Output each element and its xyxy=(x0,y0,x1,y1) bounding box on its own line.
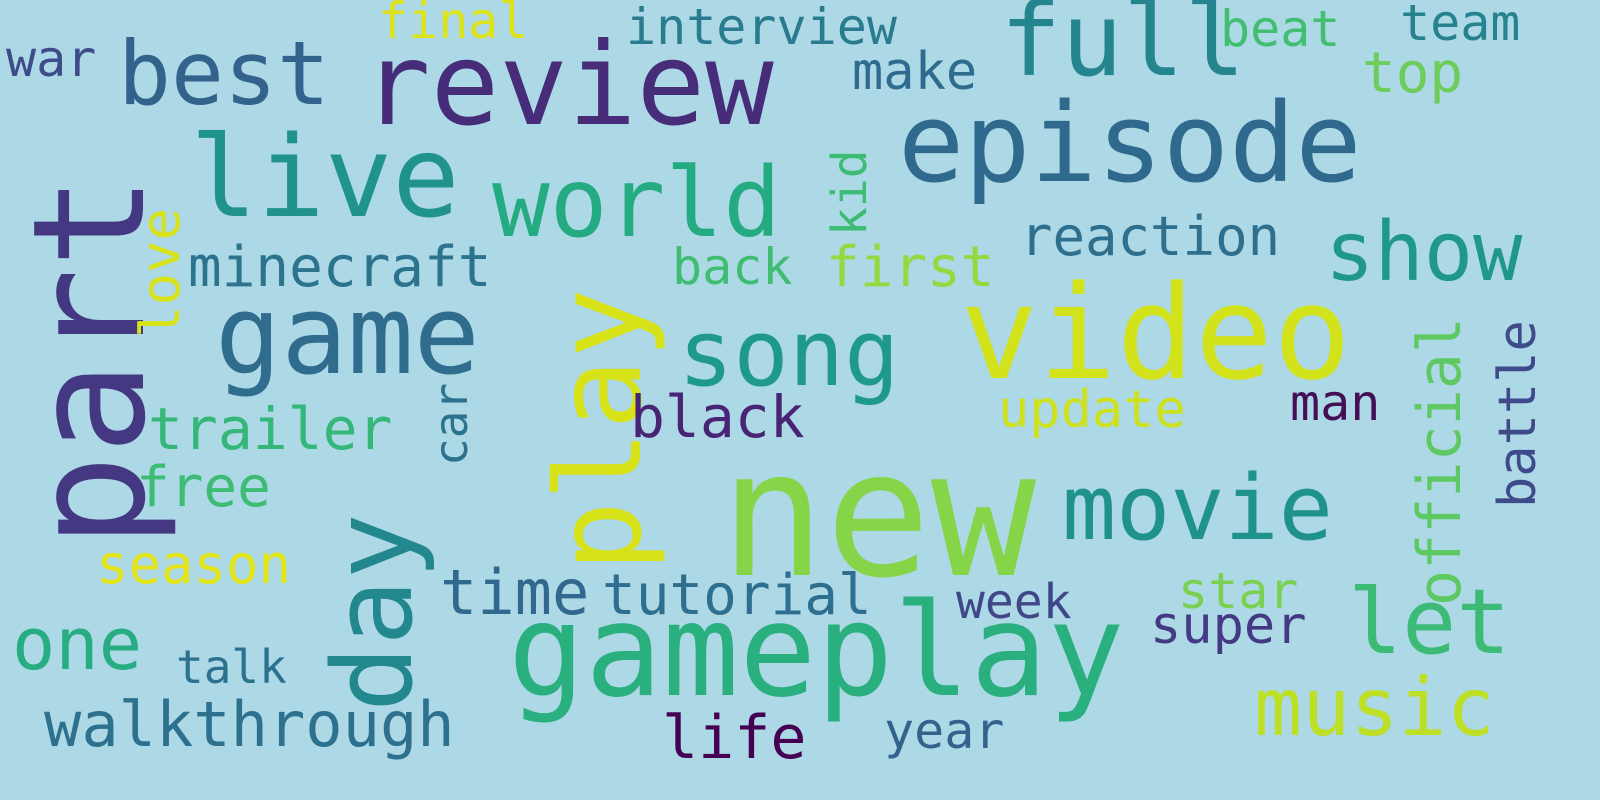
word-black: black xyxy=(630,383,805,451)
word-gameplay: gameplay xyxy=(508,577,1125,726)
word-music: music xyxy=(1254,661,1495,754)
word-song: song xyxy=(678,300,900,407)
word-interview: interview xyxy=(626,0,897,56)
word-man: man xyxy=(1290,374,1381,432)
word-top: top xyxy=(1362,41,1464,106)
word-year: year xyxy=(884,702,1005,760)
word-battle: battle xyxy=(1488,320,1548,508)
word-tutorial: tutorial xyxy=(602,563,872,628)
word-talk: talk xyxy=(176,640,287,694)
word-back: back xyxy=(672,238,793,296)
word-make: make xyxy=(852,42,978,102)
word-super: super xyxy=(1150,596,1307,656)
word-review: review xyxy=(362,18,774,151)
word-movie: movie xyxy=(1062,456,1333,561)
word-update: update xyxy=(998,380,1186,440)
word-war: war xyxy=(6,30,97,88)
word-love: love xyxy=(129,207,192,338)
word-week: week xyxy=(956,574,1072,630)
word-video: video xyxy=(960,257,1352,409)
word-kid: kid xyxy=(822,149,878,236)
word-trailer: trailer xyxy=(148,395,393,463)
word-final: final xyxy=(378,0,529,50)
word-beat: beat xyxy=(1220,0,1341,58)
word-life: life xyxy=(662,703,807,773)
word-best: best xyxy=(118,22,330,125)
word-time: time xyxy=(440,556,590,629)
word-new: new xyxy=(720,414,1037,617)
word-world: world xyxy=(492,147,781,259)
word-show: show xyxy=(1325,205,1523,300)
word-star: star xyxy=(1178,562,1299,620)
word-car: car xyxy=(424,382,478,466)
word-official: official xyxy=(1405,317,1475,606)
word-live: live xyxy=(190,113,460,243)
word-one: one xyxy=(12,602,143,686)
word-game: game xyxy=(215,271,480,399)
word-walkthrough: walkthrough xyxy=(44,688,455,761)
word-day: day xyxy=(309,513,437,712)
word-minecraft: minecraft xyxy=(188,235,492,300)
word-season: season xyxy=(96,533,292,596)
word-episode: episode xyxy=(898,79,1362,207)
word-reaction: reaction xyxy=(1020,205,1281,268)
word-free: free xyxy=(136,455,271,520)
word-team: team xyxy=(1400,0,1521,52)
word-first: first xyxy=(826,235,995,300)
word-let: let xyxy=(1348,570,1511,675)
word-full: full xyxy=(1000,0,1246,100)
